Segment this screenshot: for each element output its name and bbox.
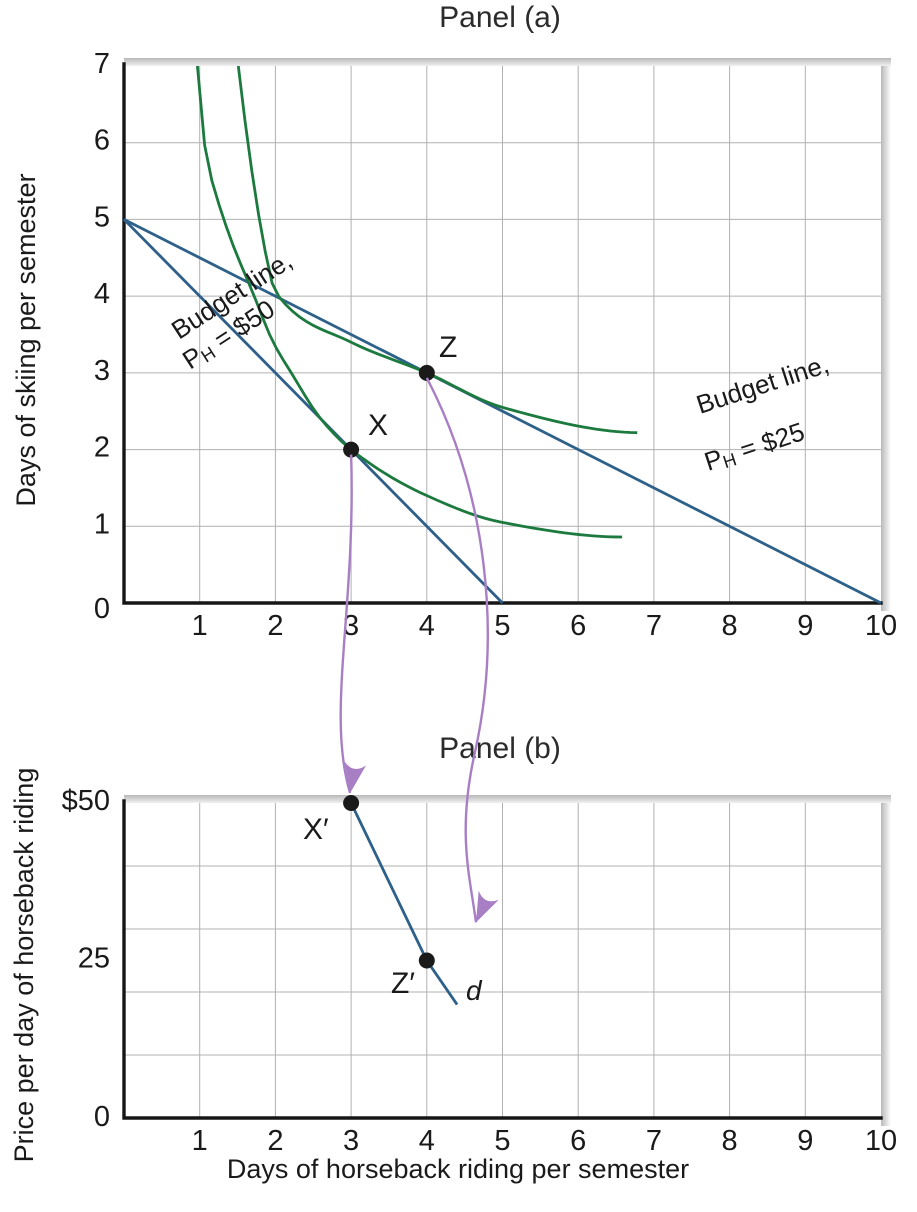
svg-text:10: 10: [865, 610, 897, 642]
svg-text:10: 10: [865, 1125, 897, 1157]
svg-text:4: 4: [94, 278, 110, 310]
svg-text:4: 4: [419, 610, 435, 642]
svg-text:X: X: [368, 409, 388, 442]
svg-text:X′: X′: [303, 813, 329, 846]
svg-text:6: 6: [570, 610, 586, 642]
svg-text:5: 5: [494, 610, 510, 642]
svg-text:Z′: Z′: [391, 967, 415, 1000]
svg-text:Z: Z: [439, 331, 457, 364]
svg-text:6: 6: [570, 1125, 586, 1157]
svg-text:0: 0: [94, 593, 110, 625]
svg-text:d: d: [466, 975, 483, 1006]
svg-text:Panel (a): Panel (a): [439, 1, 561, 34]
svg-text:7: 7: [94, 48, 110, 80]
svg-text:1: 1: [192, 610, 208, 642]
svg-text:5: 5: [494, 1125, 510, 1157]
svg-text:5: 5: [94, 201, 110, 233]
svg-text:8: 8: [722, 610, 738, 642]
svg-text:Price per day of horseback rid: Price per day of horseback riding: [9, 768, 39, 1163]
svg-text:0: 0: [94, 1101, 110, 1133]
svg-text:25: 25: [78, 943, 110, 975]
svg-text:Panel (b): Panel (b): [439, 732, 561, 765]
svg-text:1: 1: [192, 1125, 208, 1157]
svg-text:2: 2: [267, 1125, 283, 1157]
svg-text:6: 6: [94, 125, 110, 157]
svg-text:1: 1: [94, 508, 110, 540]
svg-text:7: 7: [646, 610, 662, 642]
svg-text:2: 2: [94, 432, 110, 464]
svg-text:4: 4: [419, 1125, 435, 1157]
svg-text:Days of skiing per semester: Days of skiing per semester: [11, 173, 41, 506]
svg-text:9: 9: [797, 1125, 813, 1157]
svg-text:$50: $50: [62, 785, 110, 817]
svg-text:7: 7: [646, 1125, 662, 1157]
svg-text:3: 3: [94, 355, 110, 387]
svg-text:2: 2: [267, 610, 283, 642]
svg-text:Days of horseback riding per s: Days of horseback riding per semester: [227, 1154, 689, 1184]
svg-text:3: 3: [343, 1125, 359, 1157]
svg-text:8: 8: [722, 1125, 738, 1157]
svg-text:9: 9: [797, 610, 813, 642]
